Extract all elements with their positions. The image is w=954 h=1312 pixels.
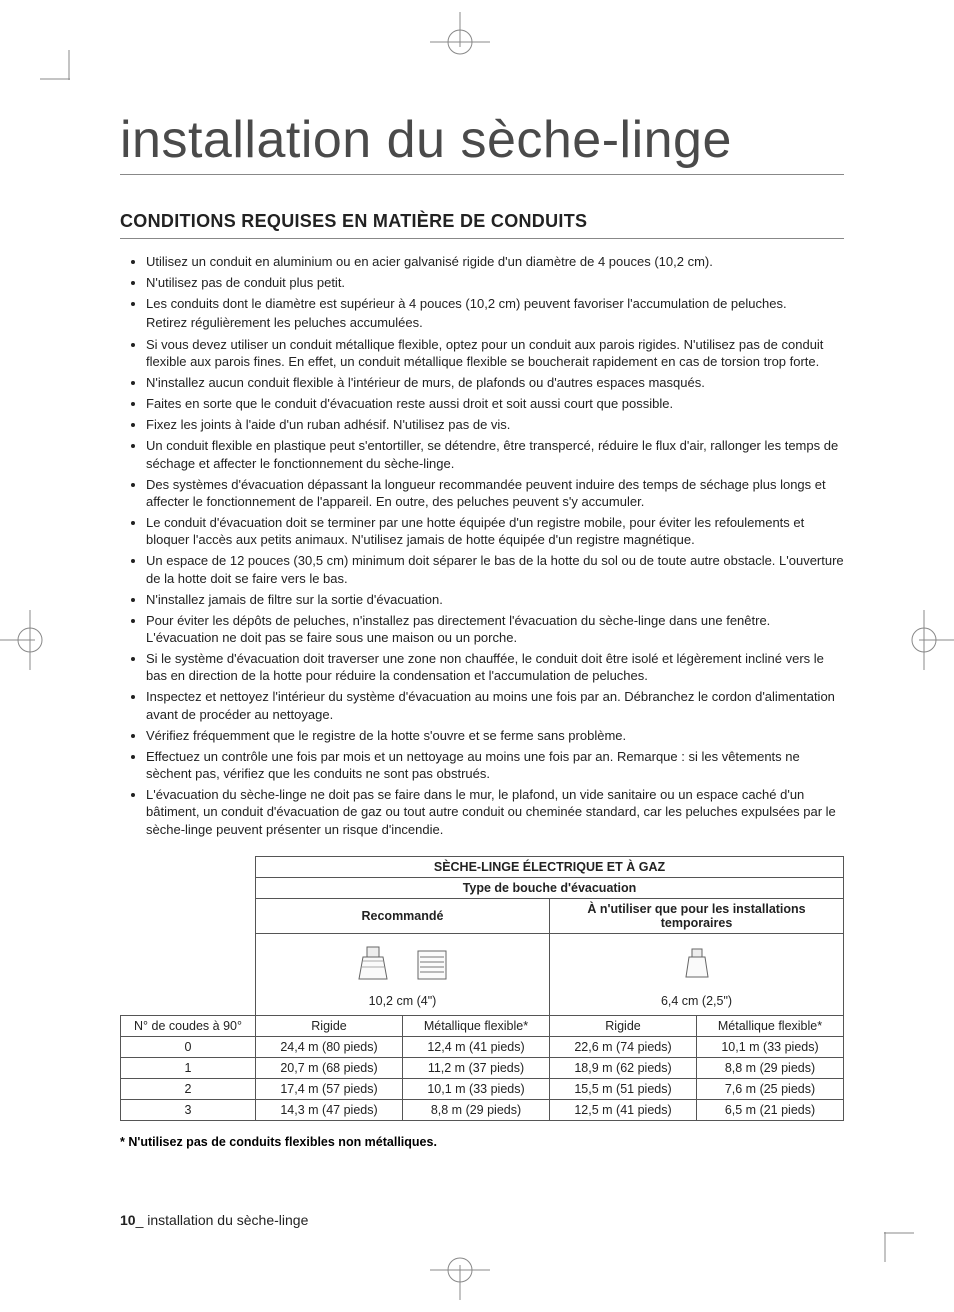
list-item: Inspectez et nettoyez l'intérieur du sys… <box>146 688 844 722</box>
row-label: 3 <box>121 1099 256 1120</box>
page-title: installation du sèche-linge <box>120 110 844 175</box>
document-page: installation du sèche-linge CONDITIONS R… <box>0 0 954 1312</box>
list-item: N'installez jamais de filtre sur la sort… <box>146 591 844 608</box>
dim-large: 10,2 cm (4") <box>262 994 543 1008</box>
table-cell: 12,5 m (41 pieds) <box>550 1099 697 1120</box>
hood-small-cell: 6,4 cm (2,5") <box>550 933 844 1015</box>
list-item: Un espace de 12 pouces (30,5 cm) minimum… <box>146 552 844 586</box>
list-item: Les conduits dont le diamètre est supéri… <box>146 295 844 331</box>
table-cell: 22,6 m (74 pieds) <box>550 1036 697 1057</box>
cropmark-corner-br-icon <box>884 1232 914 1262</box>
cropmark-corner-tl-icon <box>40 50 70 80</box>
list-item: Des systèmes d'évacuation dépassant la l… <box>146 476 844 510</box>
subcol-0: Rigide <box>256 1015 403 1036</box>
list-item: Le conduit d'évacuation doit se terminer… <box>146 514 844 548</box>
subcol-2: Rigide <box>550 1015 697 1036</box>
table-cell: 11,2 m (37 pieds) <box>403 1057 550 1078</box>
list-item: Si vous devez utiliser un conduit métall… <box>146 336 844 370</box>
subcol-1: Métallique flexible* <box>403 1015 550 1036</box>
table-cell: 20,7 m (68 pieds) <box>256 1057 403 1078</box>
table-row: 314,3 m (47 pieds)8,8 m (29 pieds)12,5 m… <box>121 1099 844 1120</box>
row-label: 2 <box>121 1078 256 1099</box>
list-item: Si le système d'évacuation doit traverse… <box>146 650 844 684</box>
list-item: Fixez les joints à l'aide d'un ruban adh… <box>146 416 844 433</box>
hood-louver-icon <box>412 945 452 988</box>
page-footer: 10_ installation du sèche-linge <box>120 1212 308 1228</box>
list-item-sub: Retirez régulièrement les peluches accum… <box>146 314 844 331</box>
table-row: 120,7 m (68 pieds)11,2 m (37 pieds)18,9 … <box>121 1057 844 1078</box>
cropmark-top-icon <box>430 12 490 72</box>
table-cell: 8,8 m (29 pieds) <box>403 1099 550 1120</box>
table-cell: 10,1 m (33 pieds) <box>403 1078 550 1099</box>
table-cell: 15,5 m (51 pieds) <box>550 1078 697 1099</box>
list-item: Un conduit flexible en plastique peut s'… <box>146 437 844 471</box>
requirements-list: Utilisez un conduit en aluminium ou en a… <box>120 253 844 838</box>
list-item: Faites en sorte que le conduit d'évacuat… <box>146 395 844 412</box>
footer-text: _ installation du sèche-linge <box>136 1212 309 1228</box>
cropmark-right-icon <box>894 610 954 670</box>
table-cell: 10,1 m (33 pieds) <box>697 1036 844 1057</box>
hood-large-cell: 10,2 cm (4") <box>256 933 550 1015</box>
table-cell: 8,8 m (29 pieds) <box>697 1057 844 1078</box>
col-recommended: Recommandé <box>256 898 550 933</box>
hood-flap-icon <box>353 945 393 988</box>
list-item: N'installez aucun conduit flexible à l'i… <box>146 374 844 391</box>
table-footnote: * N'utilisez pas de conduits flexibles n… <box>120 1135 844 1149</box>
section-subtitle: CONDITIONS REQUISES EN MATIÈRE DE CONDUI… <box>120 211 844 239</box>
row-header: N° de coudes à 90° <box>121 1015 256 1036</box>
row-label: 1 <box>121 1057 256 1078</box>
table-cell: 17,4 m (57 pieds) <box>256 1078 403 1099</box>
hood-small-icon <box>677 945 717 988</box>
list-item: L'évacuation du sèche-linge ne doit pas … <box>146 786 844 837</box>
cropmark-left-icon <box>0 610 60 670</box>
page-number: 10 <box>120 1212 136 1228</box>
table-title: SÈCHE-LINGE ÉLECTRIQUE ET À GAZ <box>256 856 844 877</box>
col-temporary: À n'utiliser que pour les installations … <box>550 898 844 933</box>
table-row: 024,4 m (80 pieds)12,4 m (41 pieds)22,6 … <box>121 1036 844 1057</box>
table-cell: 18,9 m (62 pieds) <box>550 1057 697 1078</box>
row-label: 0 <box>121 1036 256 1057</box>
table-cell: 7,6 m (25 pieds) <box>697 1078 844 1099</box>
list-item: N'utilisez pas de conduit plus petit. <box>146 274 844 291</box>
table-subtitle: Type de bouche d'évacuation <box>256 877 844 898</box>
table-cell: 12,4 m (41 pieds) <box>403 1036 550 1057</box>
duct-spec-table: SÈCHE-LINGE ÉLECTRIQUE ET À GAZ Type de … <box>120 856 844 1121</box>
table-cell: 14,3 m (47 pieds) <box>256 1099 403 1120</box>
dim-small: 6,4 cm (2,5") <box>556 994 837 1008</box>
list-item: Pour éviter les dépôts de peluches, n'in… <box>146 612 844 646</box>
subcol-3: Métallique flexible* <box>697 1015 844 1036</box>
table-cell: 6,5 m (21 pieds) <box>697 1099 844 1120</box>
list-item: Vérifiez fréquemment que le registre de … <box>146 727 844 744</box>
table-row: 217,4 m (57 pieds)10,1 m (33 pieds)15,5 … <box>121 1078 844 1099</box>
cropmark-bottom-icon <box>430 1240 490 1300</box>
table-cell: 24,4 m (80 pieds) <box>256 1036 403 1057</box>
list-item: Effectuez un contrôle une fois par mois … <box>146 748 844 782</box>
list-item: Utilisez un conduit en aluminium ou en a… <box>146 253 844 270</box>
